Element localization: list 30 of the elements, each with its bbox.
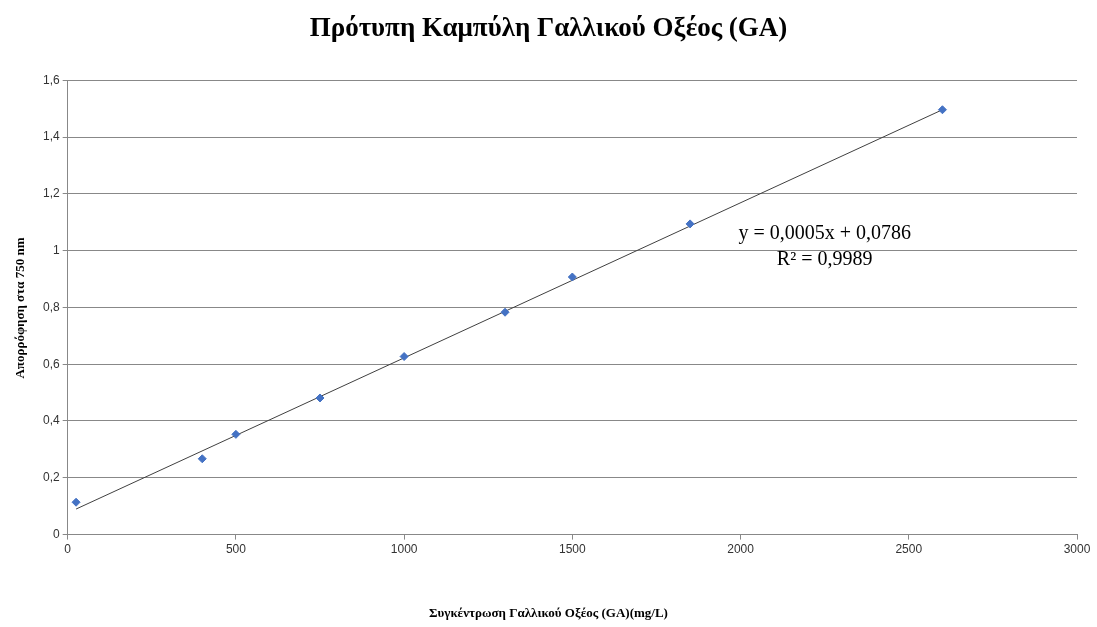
x-tick-label: 1000: [390, 542, 418, 557]
point: [500, 307, 510, 317]
point: [71, 497, 81, 507]
x-axis-title: Συγκέντρωση Γαλλικού Οξέος (GA)(mg/L): [428, 605, 669, 621]
y-tick-label: 0,4: [42, 413, 60, 428]
annotation: y = 0,0005x + 0,0786: [738, 221, 911, 245]
y-axis-title: Απορρόφηση στα 750 nm: [12, 236, 28, 381]
y-tick-label: 0,2: [42, 470, 60, 485]
point: [315, 393, 325, 403]
point: [231, 429, 241, 439]
point: [399, 352, 409, 362]
point: [567, 272, 577, 282]
x-tick-label: 3000: [1063, 542, 1091, 557]
point: [197, 454, 207, 464]
y-tick-label: 1: [52, 242, 60, 257]
y-tick-label: 0,8: [42, 299, 60, 314]
chart-title: Πρότυπη Καμπύλη Γαλλικού Οξέος (GA): [308, 12, 789, 43]
x-tick-label: 2500: [895, 542, 923, 557]
annotation: R² = 0,9989: [776, 247, 873, 270]
y-tick-label: 1,4: [42, 129, 60, 144]
y-tick-label: 0,6: [42, 356, 60, 371]
x-tick-label: 2000: [727, 542, 755, 557]
y-tick-label: 0: [52, 526, 60, 541]
y-tick-label: 1,2: [42, 186, 60, 201]
point: [937, 105, 947, 115]
x-tick-label: 500: [225, 542, 247, 557]
x-tick-label: 1500: [558, 542, 587, 557]
point: [685, 219, 695, 229]
x-tick-label: 0: [64, 542, 72, 557]
y-tick-label: 1,6: [42, 72, 60, 87]
